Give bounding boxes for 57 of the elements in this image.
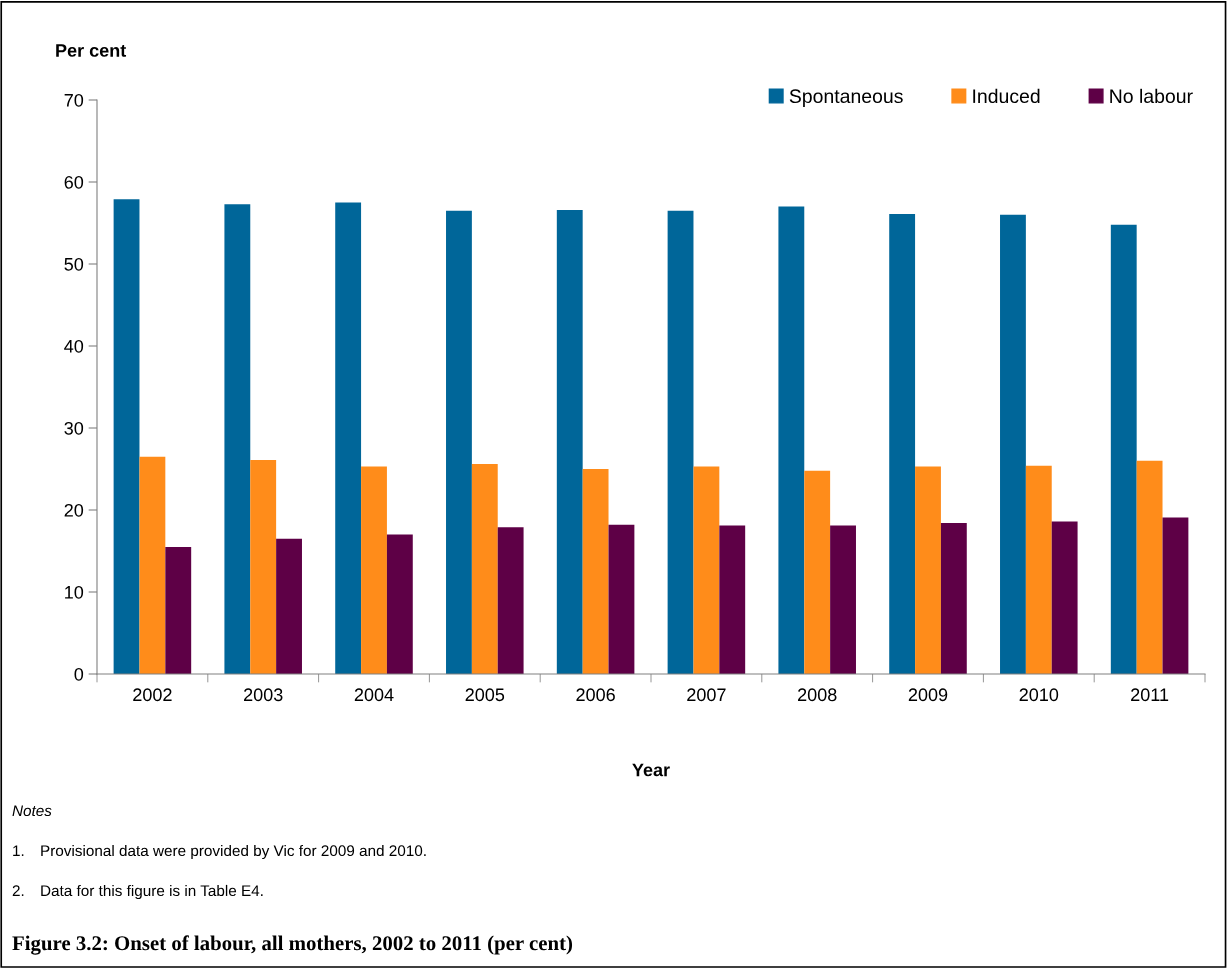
bar	[1162, 517, 1189, 674]
bar	[582, 469, 609, 674]
bar	[830, 525, 856, 674]
bar	[497, 527, 524, 674]
y-axis-title: Per cent	[56, 44, 127, 57]
legend-label: Induced	[973, 88, 1040, 104]
x-tick-label: 2011	[1131, 688, 1169, 702]
y-tick-label: 10	[65, 585, 84, 599]
bar	[250, 459, 277, 674]
x-tick-label: 2009	[908, 688, 948, 702]
bar	[113, 199, 140, 674]
bar	[446, 210, 472, 674]
x-tick-label: 2007	[687, 688, 726, 702]
bar	[276, 538, 302, 674]
x-axis-title: Year	[632, 763, 670, 777]
x-tick-label: 2003	[244, 688, 283, 702]
y-tick-label: 40	[64, 339, 84, 353]
bar	[361, 466, 387, 674]
x-tick-label: 2010	[1019, 688, 1059, 702]
bar	[224, 204, 251, 674]
text: 1. Provisional data were provided by Vic for 2009 and 2010.	[13, 844, 426, 860]
bar	[335, 202, 362, 674]
y-tick-label: 50	[64, 257, 84, 271]
y-tick-label: 60	[64, 175, 84, 189]
text: Figure 3.2: Onset of labour, all mothers, 2002 to 2011 (per cent)	[12, 935, 573, 955]
legend-label: Spontaneous	[789, 89, 903, 107]
bar	[165, 546, 192, 674]
bar	[804, 470, 831, 674]
bar	[1051, 521, 1078, 674]
bar	[1025, 465, 1052, 674]
bar	[1110, 224, 1137, 674]
x-tick-label: 2008	[798, 688, 837, 702]
text: 2. Data for this figure is in Table E4.	[12, 884, 263, 900]
y-tick-label: 70	[64, 93, 84, 107]
bar	[667, 210, 694, 674]
text: Notes	[12, 805, 52, 817]
bar	[693, 466, 720, 674]
bar	[1000, 214, 1026, 674]
x-tick-label: 2005	[465, 688, 505, 702]
bar	[719, 525, 746, 674]
bar	[778, 206, 805, 674]
bar	[471, 464, 498, 674]
bar	[139, 456, 166, 674]
bar	[608, 524, 635, 674]
y-tick-label: 20	[64, 503, 84, 517]
y-tick-label: 0	[74, 667, 84, 681]
bar	[889, 213, 916, 674]
bar	[915, 466, 941, 674]
bar	[556, 209, 583, 674]
bar	[1136, 460, 1163, 674]
bar	[386, 534, 413, 674]
x-tick-label: 2004	[354, 688, 394, 702]
bar	[940, 523, 967, 674]
x-tick-label: 2006	[576, 688, 615, 702]
y-tick-label: 30	[64, 421, 84, 435]
legend-label: No labour	[1110, 88, 1193, 104]
x-tick-label: 2002	[133, 688, 172, 702]
